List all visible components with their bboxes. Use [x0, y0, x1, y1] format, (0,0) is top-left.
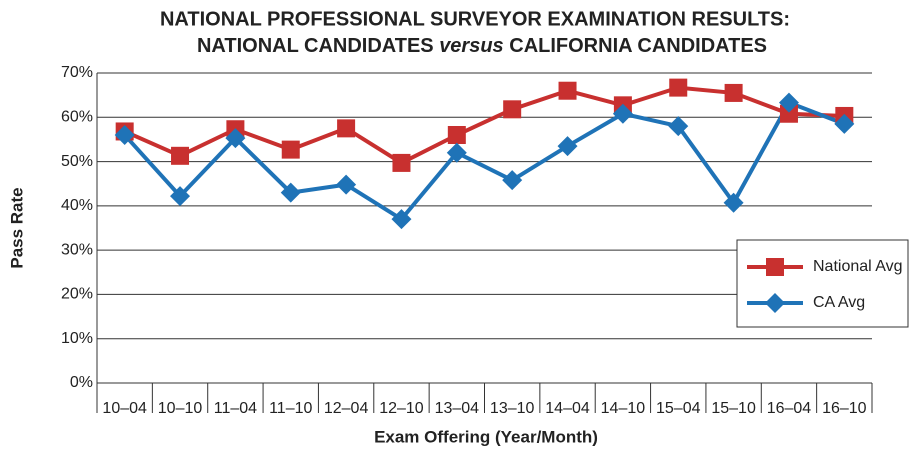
x-tick-label: 13–10 [490, 400, 535, 417]
marker [766, 258, 784, 276]
title-part: CALIFORNIA CANDIDATES [504, 35, 767, 57]
x-tick-label: 13–04 [435, 400, 480, 417]
chart-title: NATIONAL CANDIDATES versus CALIFORNIA CA… [197, 35, 767, 57]
marker [336, 174, 357, 195]
marker [337, 119, 356, 138]
marker [391, 209, 412, 230]
x-axis-label: Exam Offering (Year/Month) [374, 427, 598, 446]
marker [281, 140, 300, 159]
title-part: versus [439, 35, 504, 57]
marker [669, 78, 688, 97]
marker [834, 113, 855, 134]
legend-box [736, 239, 909, 328]
x-tick-label: 12–10 [379, 400, 424, 417]
x-tick-label: 15–04 [656, 400, 701, 417]
y-tick-label: 60% [61, 109, 93, 126]
x-tick-label: 11–04 [214, 400, 257, 417]
x-tick-label: 11–10 [269, 400, 312, 417]
marker [668, 116, 689, 137]
y-tick-label: 70% [61, 64, 93, 81]
y-tick-label: 40% [61, 197, 93, 214]
y-tick-label: 20% [61, 286, 93, 303]
marker [779, 104, 798, 123]
title-part: NATIONAL CANDIDATES [197, 35, 439, 57]
marker [723, 192, 744, 213]
marker [114, 125, 135, 145]
x-tick-label: 10–10 [158, 400, 203, 417]
series-line [123, 85, 845, 166]
marker [392, 153, 411, 172]
x-tick-label: 14–10 [601, 400, 646, 417]
series-line [123, 100, 846, 222]
marker [446, 142, 467, 163]
chart-title: NATIONAL PROFESSIONAL SURVEYOR EXAMINATI… [160, 8, 790, 30]
marker [225, 128, 246, 149]
x-tick-label: 15–10 [711, 400, 756, 417]
marker [503, 100, 522, 119]
y-tick-label: 50% [61, 153, 93, 170]
legend-label: CA Avg [813, 294, 865, 311]
x-tick-label: 12–04 [324, 400, 369, 417]
marker [778, 92, 799, 113]
y-tick-label: 30% [61, 241, 93, 258]
marker [557, 136, 578, 157]
y-tick-label: 10% [61, 330, 93, 347]
y-tick-label: 0% [70, 374, 93, 391]
marker [765, 293, 785, 313]
marker [558, 81, 577, 100]
x-tick-label: 14–04 [545, 400, 590, 417]
y-axis-label: Pass Rate [7, 187, 26, 268]
marker [447, 126, 466, 144]
x-tick-label: 16–10 [822, 400, 867, 417]
marker [280, 182, 301, 203]
marker [724, 83, 743, 102]
x-tick-label: 10–04 [102, 400, 147, 417]
marker [171, 146, 190, 165]
marker [170, 186, 191, 207]
legend-label: National Avg [813, 258, 903, 275]
marker [612, 103, 633, 124]
x-tick-label: 16–04 [767, 400, 812, 417]
marker [502, 170, 523, 191]
